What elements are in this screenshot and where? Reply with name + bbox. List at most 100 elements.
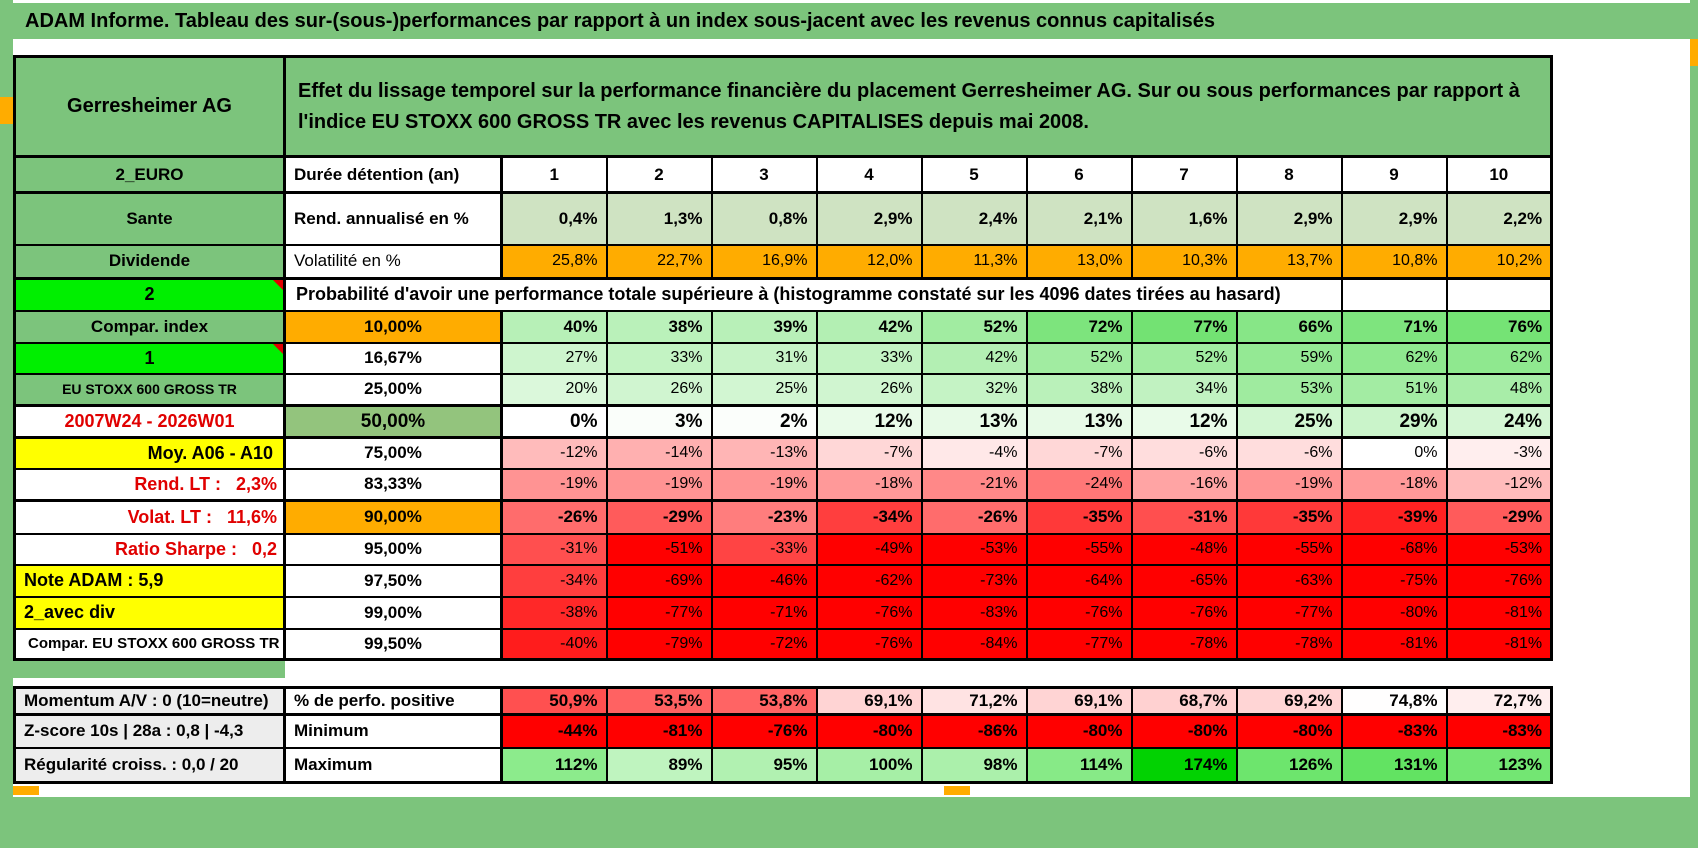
value-cell[interactable]: 0% bbox=[500, 404, 608, 439]
value-cell[interactable]: 8 bbox=[1235, 155, 1343, 194]
value-cell[interactable]: -19% bbox=[605, 467, 713, 502]
value-cell[interactable]: 29% bbox=[1340, 404, 1448, 439]
value-cell[interactable]: 13,0% bbox=[1025, 243, 1133, 280]
row-header-cell[interactable]: 90,00% bbox=[283, 499, 503, 535]
value-cell[interactable]: 0% bbox=[1340, 436, 1448, 470]
left-label-cell[interactable]: Moy. A06 - A10 bbox=[13, 436, 286, 470]
value-cell[interactable]: 114% bbox=[1025, 746, 1133, 784]
value-cell[interactable]: 39% bbox=[710, 309, 818, 344]
value-cell[interactable]: -34% bbox=[500, 563, 608, 598]
value-cell[interactable]: 71,2% bbox=[920, 686, 1028, 716]
value-cell[interactable]: -40% bbox=[500, 627, 608, 661]
value-cell[interactable]: -48% bbox=[1130, 532, 1238, 566]
value-cell[interactable]: -29% bbox=[605, 499, 713, 535]
row-header-cell[interactable]: 83,33% bbox=[283, 467, 503, 502]
value-cell[interactable]: 1 bbox=[500, 155, 608, 194]
row-header-cell[interactable]: Maximum bbox=[283, 746, 503, 784]
row-header-cell[interactable]: 10,00% bbox=[283, 309, 503, 344]
value-cell[interactable]: 2,9% bbox=[1340, 191, 1448, 246]
value-cell[interactable]: 13,7% bbox=[1235, 243, 1343, 280]
left-label-cell[interactable]: 2_EURO bbox=[13, 155, 286, 194]
value-cell[interactable]: 10,3% bbox=[1130, 243, 1238, 280]
value-cell[interactable]: -81% bbox=[1445, 595, 1553, 630]
value-cell[interactable]: 24% bbox=[1445, 404, 1553, 439]
value-cell[interactable]: -80% bbox=[1130, 713, 1238, 749]
value-cell[interactable]: 2 bbox=[605, 155, 713, 194]
value-cell[interactable]: -69% bbox=[605, 563, 713, 598]
value-cell[interactable]: -63% bbox=[1235, 563, 1343, 598]
value-cell[interactable]: 52% bbox=[1130, 341, 1238, 375]
value-cell[interactable]: 95% bbox=[710, 746, 818, 784]
value-cell[interactable]: -3% bbox=[1445, 436, 1553, 470]
value-cell[interactable]: 26% bbox=[605, 372, 713, 407]
security-name-cell[interactable]: Gerresheimer AG bbox=[13, 55, 286, 158]
value-cell[interactable]: -19% bbox=[1235, 467, 1343, 502]
value-cell[interactable]: -76% bbox=[1130, 595, 1238, 630]
left-label-cell[interactable]: Rend. LT : 2,3% bbox=[13, 467, 286, 502]
probability-note-cell[interactable]: Probabilité d'avoir une performance tota… bbox=[283, 277, 1343, 312]
value-cell[interactable]: 72,7% bbox=[1445, 686, 1553, 716]
left-label-cell[interactable]: Note ADAM : 5,9 bbox=[13, 563, 286, 598]
value-cell[interactable]: 3% bbox=[605, 404, 713, 439]
row-header-cell[interactable]: 99,50% bbox=[283, 627, 503, 661]
value-cell[interactable]: -7% bbox=[1025, 436, 1133, 470]
row-header-cell[interactable]: 95,00% bbox=[283, 532, 503, 566]
value-cell[interactable]: -51% bbox=[605, 532, 713, 566]
value-cell[interactable]: 69,1% bbox=[1025, 686, 1133, 716]
row-header-cell[interactable]: 50,00% bbox=[283, 404, 503, 439]
value-cell[interactable]: -14% bbox=[605, 436, 713, 470]
value-cell[interactable]: 12% bbox=[815, 404, 923, 439]
value-cell[interactable]: 32% bbox=[920, 372, 1028, 407]
value-cell[interactable]: 10,8% bbox=[1340, 243, 1448, 280]
value-cell[interactable]: -34% bbox=[815, 499, 923, 535]
value-cell[interactable]: -35% bbox=[1025, 499, 1133, 535]
value-cell[interactable]: -83% bbox=[1445, 713, 1553, 749]
row-header-cell[interactable]: 97,50% bbox=[283, 563, 503, 598]
value-cell[interactable]: -39% bbox=[1340, 499, 1448, 535]
value-cell[interactable]: 53,8% bbox=[710, 686, 818, 716]
value-cell[interactable]: 52% bbox=[1025, 341, 1133, 375]
value-cell[interactable]: 72% bbox=[1025, 309, 1133, 344]
value-cell[interactable]: -80% bbox=[1340, 595, 1448, 630]
value-cell[interactable]: 52% bbox=[920, 309, 1028, 344]
row-header-cell[interactable]: Durée détention (an) bbox=[283, 155, 503, 194]
value-cell[interactable]: 25% bbox=[710, 372, 818, 407]
value-cell[interactable]: 20% bbox=[500, 372, 608, 407]
value-cell[interactable]: 89% bbox=[605, 746, 713, 784]
value-cell[interactable]: 13% bbox=[1025, 404, 1133, 439]
value-cell[interactable]: 123% bbox=[1445, 746, 1553, 784]
value-cell[interactable]: 27% bbox=[500, 341, 608, 375]
value-cell[interactable]: -83% bbox=[1340, 713, 1448, 749]
value-cell[interactable]: 33% bbox=[605, 341, 713, 375]
value-cell[interactable]: 68,7% bbox=[1130, 686, 1238, 716]
value-cell[interactable]: 1,6% bbox=[1130, 191, 1238, 246]
value-cell[interactable]: -65% bbox=[1130, 563, 1238, 598]
left-label-cell[interactable]: Sante bbox=[13, 191, 286, 246]
left-label-cell[interactable]: Momentum A/V : 0 (10=neutre) bbox=[13, 686, 286, 716]
empty-cell[interactable] bbox=[1445, 277, 1553, 312]
value-cell[interactable]: -76% bbox=[1025, 595, 1133, 630]
left-label-cell[interactable]: 1 bbox=[13, 341, 286, 375]
value-cell[interactable]: -80% bbox=[1235, 713, 1343, 749]
value-cell[interactable]: 0,8% bbox=[710, 191, 818, 246]
value-cell[interactable]: -38% bbox=[500, 595, 608, 630]
value-cell[interactable]: -80% bbox=[1025, 713, 1133, 749]
value-cell[interactable]: -81% bbox=[1445, 627, 1553, 661]
value-cell[interactable]: -26% bbox=[920, 499, 1028, 535]
value-cell[interactable]: 38% bbox=[1025, 372, 1133, 407]
value-cell[interactable]: -76% bbox=[1445, 563, 1553, 598]
value-cell[interactable]: -31% bbox=[1130, 499, 1238, 535]
value-cell[interactable]: 131% bbox=[1340, 746, 1448, 784]
row-header-cell[interactable]: 75,00% bbox=[283, 436, 503, 470]
value-cell[interactable]: 98% bbox=[920, 746, 1028, 784]
value-cell[interactable]: 69,1% bbox=[815, 686, 923, 716]
value-cell[interactable]: 3 bbox=[710, 155, 818, 194]
value-cell[interactable]: 6 bbox=[1025, 155, 1133, 194]
value-cell[interactable]: -6% bbox=[1235, 436, 1343, 470]
left-label-cell[interactable]: Volat. LT : 11,6% bbox=[13, 499, 286, 535]
row-header-cell[interactable]: 99,00% bbox=[283, 595, 503, 630]
left-label-cell[interactable]: Compar. EU STOXX 600 GROSS TR bbox=[13, 627, 286, 661]
value-cell[interactable]: 1,3% bbox=[605, 191, 713, 246]
value-cell[interactable]: 40% bbox=[500, 309, 608, 344]
value-cell[interactable]: -72% bbox=[710, 627, 818, 661]
